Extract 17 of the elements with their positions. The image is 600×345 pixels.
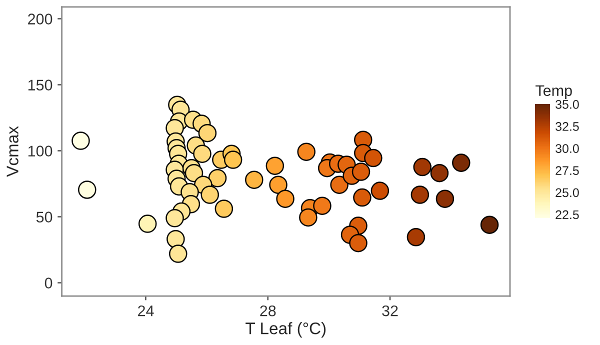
y-tick-label: 150 bbox=[28, 80, 52, 90]
x-axis-title: T Leaf (°C) bbox=[246, 322, 326, 338]
color-bar-title: Temp bbox=[536, 85, 572, 100]
color-bar-label: 27.5 bbox=[556, 166, 579, 176]
color-bar-label: 30.0 bbox=[556, 144, 579, 153]
y-tick-label: 0 bbox=[44, 278, 52, 288]
y-axis-title: Vcmax bbox=[6, 126, 18, 177]
color-bar-label: 32.5 bbox=[556, 122, 579, 131]
color-bar-label: 35.0 bbox=[556, 100, 579, 109]
color-bar-label: 22.5 bbox=[556, 210, 579, 220]
color-bar-label: 25.0 bbox=[556, 188, 579, 198]
y-tick-label: 100 bbox=[28, 146, 52, 156]
x-tick-label: 28 bbox=[260, 305, 276, 316]
y-tick-label: 50 bbox=[36, 212, 52, 222]
y-tick-label: 200 bbox=[28, 14, 52, 24]
x-tick-label: 24 bbox=[138, 305, 154, 316]
x-tick-label: 32 bbox=[382, 305, 398, 316]
